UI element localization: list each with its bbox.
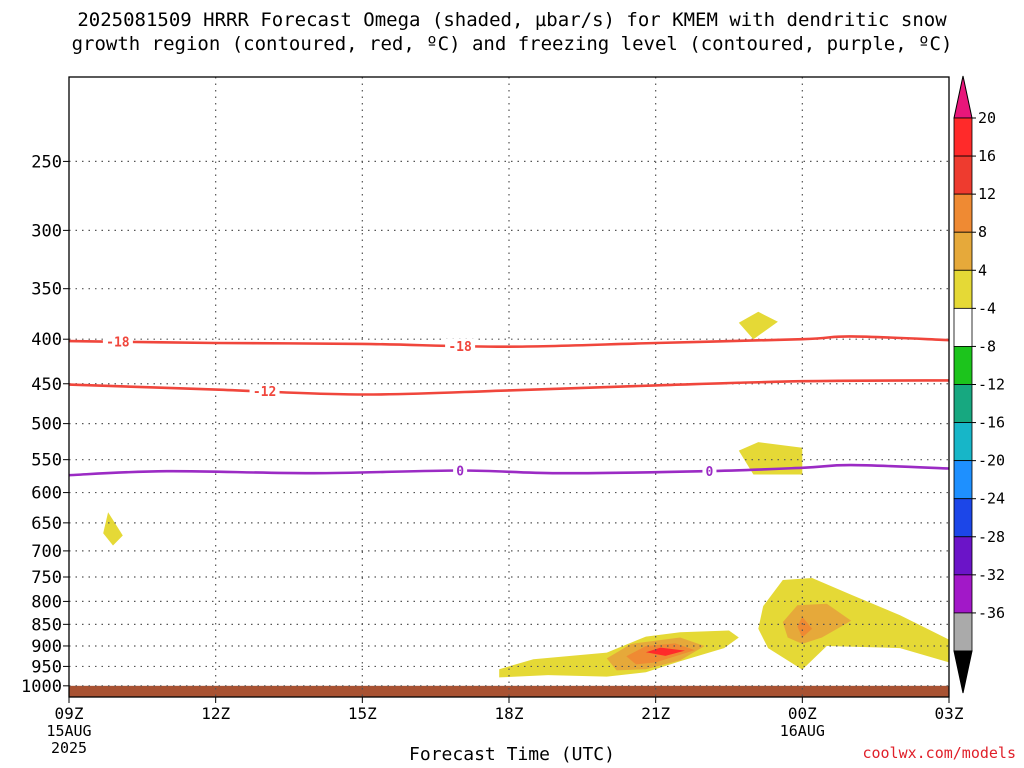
contour-label-0-0: 0 — [456, 465, 464, 480]
colorbar-bin-0 — [953, 117, 973, 157]
contour-line--18 — [68, 335, 950, 349]
x-tick-date-09Z: 15AUG — [46, 722, 91, 740]
omega-region-7 — [758, 578, 949, 670]
colorbar-bottom-arrow — [953, 650, 973, 694]
colorbar-bin-9 — [953, 460, 973, 500]
colorbar-label--32: -32 — [978, 566, 1005, 584]
x-tick-label-18Z: 18Z — [495, 704, 524, 723]
x-tick-label-00Z: 00Z — [788, 704, 817, 723]
y-tick-label-1000: 1000 — [21, 677, 62, 697]
colorbar-label-20: 20 — [978, 109, 996, 127]
colorbar-label-4: 4 — [978, 261, 987, 279]
axes-layer: 2503003504004505005506006507007508008509… — [21, 76, 964, 757]
contour-label--18-1: -18 — [448, 340, 472, 355]
colorbar-bin-10 — [953, 498, 973, 538]
y-tick-label-700: 700 — [31, 542, 62, 562]
contour-line--12 — [68, 379, 950, 396]
contour-line-0 — [68, 463, 950, 477]
omega-region-2 — [738, 442, 803, 475]
contour-label-bg — [702, 464, 717, 479]
colorbar-bin-8 — [953, 422, 973, 462]
colorbar-bin-6 — [953, 346, 973, 385]
y-tick-label-500: 500 — [31, 415, 62, 435]
omega-region-9 — [797, 616, 813, 638]
y-tick-label-350: 350 — [31, 280, 62, 300]
colorbar-bin-13 — [953, 612, 973, 652]
y-tick-label-650: 650 — [31, 514, 62, 534]
colorbar-top-arrow — [953, 75, 973, 119]
y-tick-label-400: 400 — [31, 330, 62, 350]
colorbar-label--28: -28 — [978, 528, 1005, 546]
chart-title-line1: 2025081509 HRRR Forecast Omega (shaded, … — [77, 9, 947, 31]
y-tick-label-300: 300 — [31, 221, 62, 241]
y-tick-label-950: 950 — [31, 657, 62, 677]
colorbar-label-12: 12 — [978, 185, 996, 203]
omega-shading-layer — [69, 77, 949, 697]
contour-layer: -18 -18 -12 0 0 — [68, 334, 950, 480]
credit-text[interactable]: coolwx.com/models — [862, 744, 1016, 762]
x-tick-label-15Z: 15Z — [348, 704, 377, 723]
contour-label-bg — [445, 338, 476, 353]
y-tick-label-800: 800 — [31, 592, 62, 612]
omega-region-0 — [103, 512, 123, 546]
contour-label-bg — [102, 334, 133, 349]
y-tick-label-900: 900 — [31, 637, 62, 657]
colorbar-label-8: 8 — [978, 223, 987, 241]
colorbar-label--4: -4 — [978, 299, 996, 317]
colorbar-bin-3 — [953, 231, 973, 271]
colorbar-bin-4 — [953, 269, 973, 309]
colorbar-label--24: -24 — [978, 490, 1005, 508]
y-tick-label-750: 750 — [31, 568, 62, 588]
contour-label-0-1: 0 — [706, 465, 714, 480]
colorbar-bin-11 — [953, 536, 973, 576]
x-axis-title: Forecast Time (UTC) — [409, 744, 615, 765]
y-tick-label-550: 550 — [31, 451, 62, 471]
colorbar-label--16: -16 — [978, 414, 1005, 432]
y-tick-label-600: 600 — [31, 484, 62, 504]
colorbar-label--36: -36 — [978, 604, 1005, 622]
ground-fill — [69, 685, 949, 697]
contour-label--18-0: -18 — [106, 336, 130, 351]
colorbar-label--12: -12 — [978, 376, 1005, 394]
y-tick-label-450: 450 — [31, 375, 62, 395]
x-tick-label-09Z: 09Z — [55, 704, 84, 723]
colorbar-bin-5 — [953, 307, 973, 347]
omega-region-1 — [738, 311, 778, 340]
y-tick-label-850: 850 — [31, 615, 62, 635]
contour-label-bg — [453, 463, 468, 478]
colorbar-label--20: -20 — [978, 452, 1005, 470]
x-tick-label-12Z: 12Z — [201, 704, 230, 723]
x-tick-label-03Z: 03Z — [935, 704, 964, 723]
contour-label--12-0: -12 — [253, 385, 276, 400]
colorbar-bin-12 — [953, 574, 973, 614]
colorbar: 20 16 12 8 4 -4 -8 -12 -16 -20 -24 -28 -32 -36 — [953, 75, 1005, 694]
y-tick-label-250: 250 — [31, 152, 62, 172]
x-tick-label-21Z: 21Z — [641, 704, 670, 723]
contour-label-bg — [249, 384, 280, 399]
chart-title-line2: growth region (contoured, red, ºC) and f… — [71, 33, 953, 55]
colorbar-label--8: -8 — [978, 337, 996, 355]
x-tick-year-09Z: 2025 — [51, 739, 87, 757]
colorbar-bin-7 — [953, 384, 973, 423]
colorbar-bin-2 — [953, 193, 973, 233]
x-tick-date-00Z: 16AUG — [780, 722, 825, 740]
colorbar-bin-1 — [953, 155, 973, 195]
colorbar-label-16: 16 — [978, 147, 996, 165]
